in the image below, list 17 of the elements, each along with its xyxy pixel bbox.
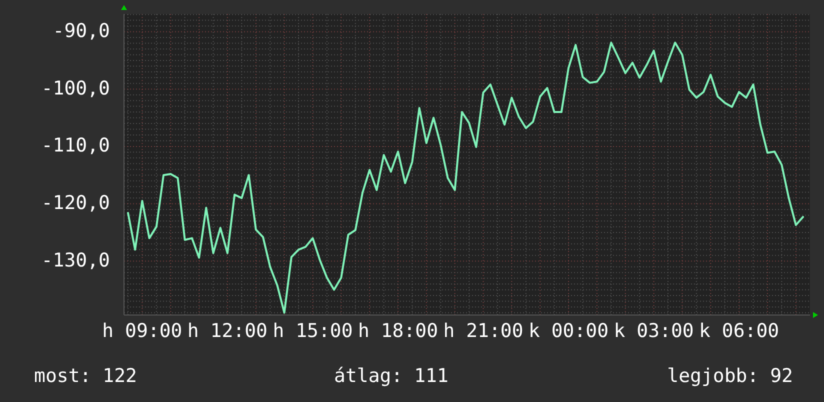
x-tick-label: h 12:00 xyxy=(187,320,268,342)
line-series xyxy=(127,42,804,314)
y-tick-label: -100,0 xyxy=(41,77,110,100)
y-tick-label: -90,0 xyxy=(52,20,110,42)
y-tick-label: -120,0 xyxy=(41,192,110,214)
text: most: 122 xyxy=(34,365,137,387)
y-tick-label: -110,0 xyxy=(41,134,110,157)
x-tick-label: h 15:00 xyxy=(272,320,353,342)
x-tick-label: k 06:00 xyxy=(699,320,780,342)
x-tick-label: h 21:00 xyxy=(443,320,524,342)
text: átlag: 111 xyxy=(334,365,448,387)
x-tick-label: k 00:00 xyxy=(528,320,609,342)
x-tick-label: h 18:00 xyxy=(358,320,438,342)
y-tick-label: -130,0 xyxy=(41,249,110,272)
x-tick-label: k 03:00 xyxy=(614,320,694,342)
text: legjobb: 92 xyxy=(667,365,793,387)
x-tick-label: h 09:00 xyxy=(102,320,182,342)
